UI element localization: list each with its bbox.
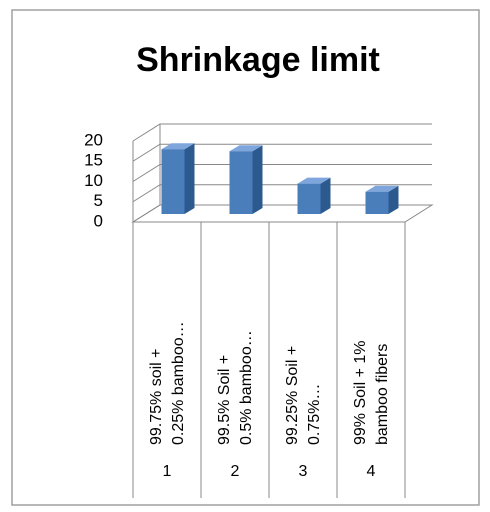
bar <box>297 183 321 214</box>
y-tick-label: 5 <box>94 191 103 210</box>
bar-side <box>252 145 263 214</box>
y-tick-label: 0 <box>94 211 103 230</box>
y-tick-label: 15 <box>84 151 103 170</box>
chart-frame <box>11 9 480 506</box>
y-tick-label: 20 <box>84 130 103 149</box>
category-number: 4 <box>367 463 376 480</box>
bar-side <box>184 143 195 214</box>
label-line: 0.5% bamboo… <box>238 330 255 445</box>
chart-title: Shrinkage limit <box>136 41 380 79</box>
bar <box>229 151 253 214</box>
label-line: 99.5% Soil + <box>216 350 233 445</box>
bar-top <box>229 145 263 152</box>
x-tick-label: 99.25% Soil + 0.75%… <box>284 341 323 445</box>
bar-top <box>161 143 195 150</box>
bar-top <box>365 185 399 192</box>
label-line: 99% Soil + 1% <box>352 336 369 445</box>
x-tick-label: 99.75% soil + 0.25% bamboo… <box>148 321 187 445</box>
y-tick-label: 10 <box>84 171 103 190</box>
bar-side <box>388 185 399 214</box>
bar-top <box>297 177 331 184</box>
label-line: 0.75%… <box>306 384 323 445</box>
category-number: 1 <box>163 463 172 480</box>
label-line: bamboo fibers <box>374 344 391 445</box>
x-tick-label: 99% Soil + 1% bamboo fibers <box>352 336 391 445</box>
bar-side <box>320 177 331 214</box>
label-line: 0.25% bamboo… <box>170 321 187 445</box>
label-line: 99.25% Soil + <box>284 341 301 445</box>
bar <box>161 149 185 214</box>
category-number: 2 <box>231 463 240 480</box>
bar <box>365 191 389 214</box>
x-tick-label: 99.5% Soil + 0.5% bamboo… <box>216 330 255 445</box>
category-number: 3 <box>299 463 308 480</box>
label-line: 99.75% soil + <box>148 344 165 445</box>
